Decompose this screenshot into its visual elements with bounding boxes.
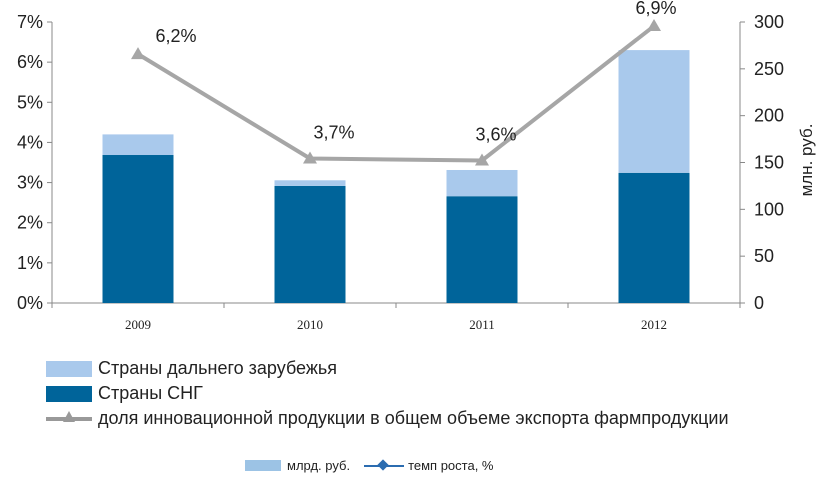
line-point: [647, 19, 661, 32]
secondary-legend: млрд. руб. темп роста, %: [245, 458, 493, 473]
x-tick-label: 2012: [641, 317, 667, 332]
right-tick-label: 50: [754, 246, 774, 266]
left-tick-label: 4%: [17, 132, 43, 152]
data-label: 3,7%: [313, 122, 354, 142]
right-tick-label: 200: [754, 106, 784, 126]
right-tick-label: 0: [754, 293, 764, 313]
growth-line: [131, 19, 661, 166]
line-path: [136, 24, 656, 163]
right-tick-label: 100: [754, 199, 784, 219]
line-point: [303, 151, 317, 164]
legend-item-cis: Страны СНГ: [46, 381, 729, 406]
bar-far-abroad: [618, 50, 690, 173]
bar-far-abroad: [102, 134, 174, 156]
bar-far-abroad: [274, 180, 346, 186]
left-tick-label: 1%: [17, 253, 43, 273]
data-label: 6,2%: [155, 26, 196, 46]
right-tick-label: 300: [754, 12, 784, 32]
secondary-legend-bar-label: млрд. руб.: [287, 458, 351, 473]
line-point: [131, 47, 145, 60]
left-tick-label: 3%: [17, 173, 43, 193]
left-tick-label: 2%: [17, 213, 43, 233]
combo-chart: 0% 1% 2% 3% 4% 5% 6% 7% 0 50 100 150 200 250 300 млн. р…: [17, 0, 816, 332]
legend-label-cis: Страны СНГ: [98, 383, 203, 403]
triangle-marker-icon: [63, 410, 75, 422]
secondary-legend-bar-swatch: [245, 460, 281, 471]
right-tick-label: 250: [754, 59, 784, 79]
line-point: [475, 153, 489, 166]
bar-cis: [618, 172, 690, 303]
bar-cis: [102, 155, 174, 303]
legend-item-innovation-share: доля инновационной продукции в общем объ…: [46, 406, 729, 431]
secondary-legend-line-marker: [364, 458, 405, 472]
legend-item-far-abroad: Страны дальнего зарубежья: [46, 356, 729, 381]
axes: 0% 1% 2% 3% 4% 5% 6% 7% 0 50 100 150 200 250 300 млн. р…: [17, 12, 816, 332]
x-tick-label: 2011: [469, 317, 495, 332]
secondary-legend-line-label: темп роста, %: [408, 458, 494, 473]
bar-cis: [274, 185, 346, 303]
legend-swatch-far-abroad: [46, 360, 92, 377]
left-tick-label: 0%: [17, 293, 43, 313]
bar-cis: [446, 196, 518, 303]
left-tick-label: 6%: [17, 52, 43, 72]
bar-far-abroad: [446, 169, 518, 197]
right-axis-title: млн. руб.: [797, 124, 816, 197]
legend-label-far-abroad: Страны дальнего зарубежья: [98, 358, 338, 378]
legend-line-marker: [46, 410, 92, 427]
x-tick-label: 2009: [125, 317, 151, 332]
right-tick-label: 150: [754, 153, 784, 173]
legend-label-innovation-share: доля инновационной продукции в общем объ…: [98, 408, 729, 428]
diamond-marker-icon: [377, 458, 389, 471]
data-label: 3,6%: [475, 124, 516, 144]
left-tick-label: 7%: [17, 12, 43, 32]
bars: [102, 50, 690, 303]
left-tick-label: 5%: [17, 92, 43, 112]
legend-swatch-cis: [46, 385, 92, 402]
legend: Страны дальнего зарубежья Страны СНГ дол…: [46, 356, 729, 431]
data-labels: 6,2% 3,7% 3,6% 6,9%: [155, 0, 676, 144]
x-tick-label: 2010: [297, 317, 323, 332]
data-label: 6,9%: [635, 0, 676, 18]
